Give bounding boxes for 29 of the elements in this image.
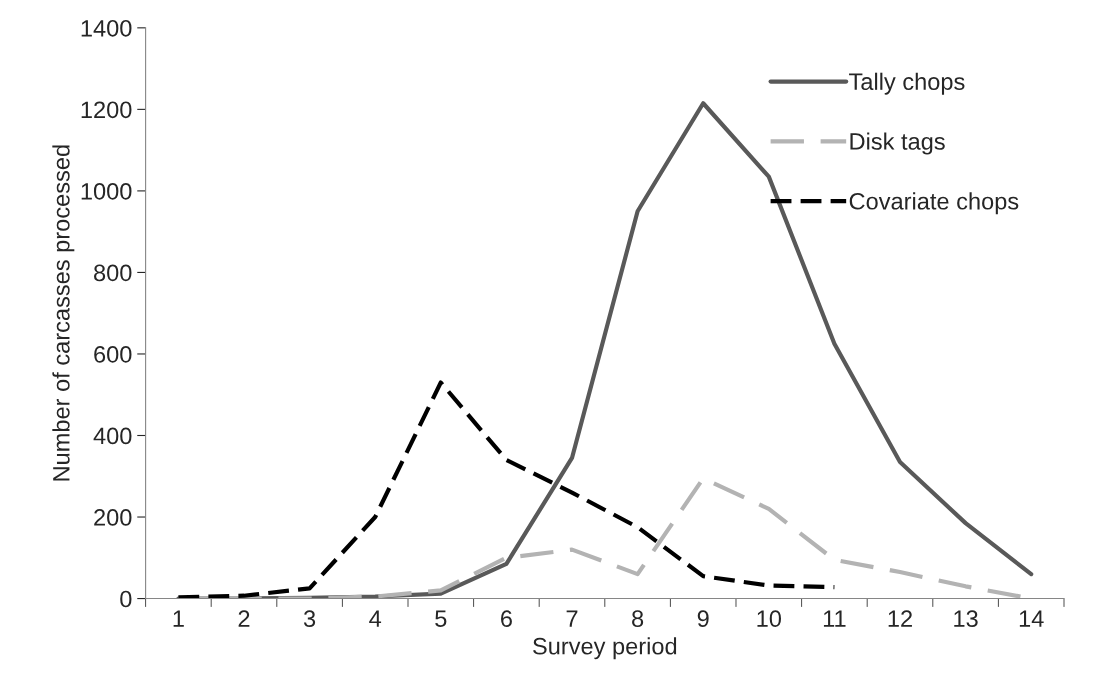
x-tick-label: 5	[435, 610, 447, 628]
x-tick-label: 7	[566, 610, 578, 627]
y-tick-label: 200	[94, 509, 132, 526]
y-tick-label: 600	[94, 346, 132, 363]
x-tick-label: 11	[823, 610, 846, 627]
x-tick-label: 12	[888, 610, 912, 627]
x-tick-label: 4	[369, 610, 382, 627]
x-tick-label: 3	[303, 610, 316, 628]
legend-label: Covariate chops	[849, 192, 1019, 215]
y-tick-label: 1200	[81, 101, 132, 119]
x-tick-label: 13	[954, 610, 978, 628]
legend-label: Disk tags	[850, 132, 945, 155]
line-series	[176, 380, 837, 599]
x-tick-label: 14	[1019, 610, 1044, 627]
x-tick-label: 9	[697, 610, 709, 628]
line-series	[176, 101, 1034, 599]
x-tick-label: 1	[173, 610, 184, 627]
x-tick-label: 2	[238, 610, 250, 627]
y-tick-label: 400	[93, 427, 132, 445]
y-tick-label: 0	[120, 590, 132, 608]
x-axis-title: Survey period	[533, 637, 677, 660]
y-axis-title: Number of carcasses processed	[52, 145, 75, 481]
x-tick-label: 6	[501, 610, 512, 628]
x-tick-label: 10	[757, 610, 782, 628]
x-tick-label: 8	[632, 610, 644, 628]
legend-label: Tally chops	[849, 72, 965, 95]
y-tick-label: 1400	[81, 19, 132, 37]
y-tick-label: 800	[94, 264, 132, 282]
y-tick-label: 1000	[81, 182, 132, 200]
